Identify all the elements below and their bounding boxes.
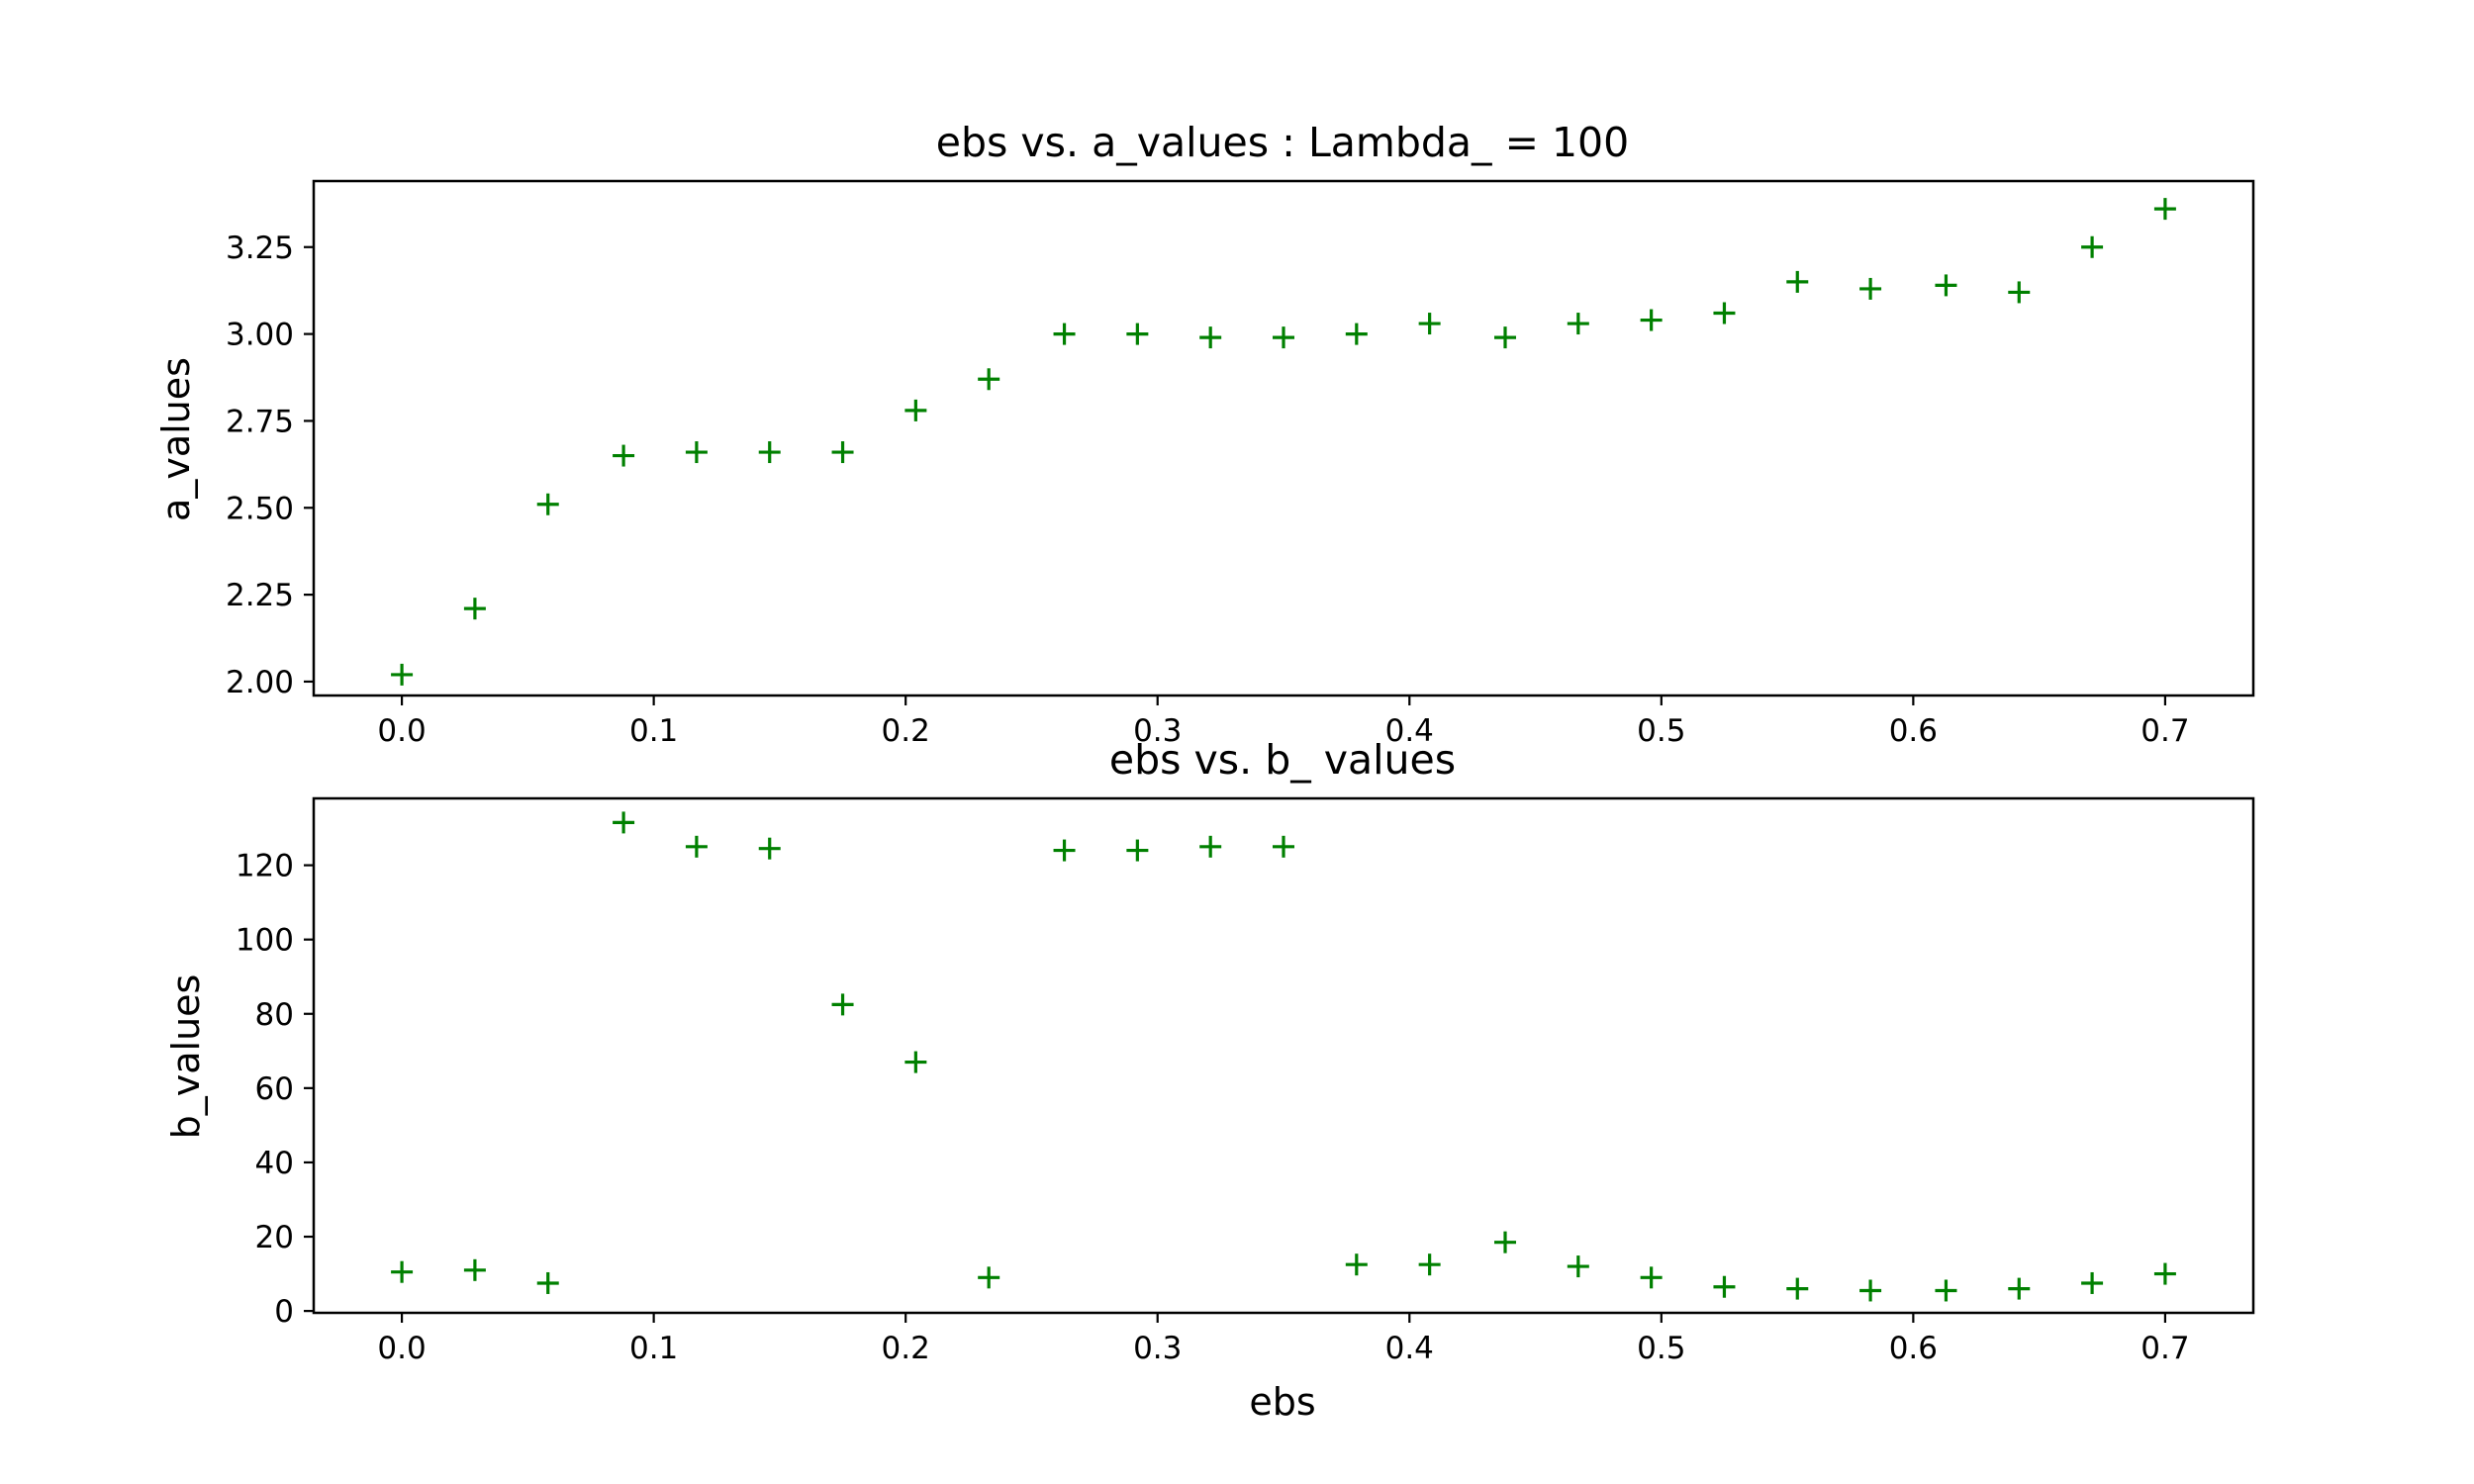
data-point: [391, 663, 414, 686]
data-point: [1567, 1255, 1589, 1278]
x-tick-label: 0.1: [629, 713, 678, 749]
y-tick-label: 40: [255, 1146, 294, 1181]
x-tick-label: 0.3: [1133, 1331, 1182, 1366]
data-point: [758, 441, 781, 464]
data-point: [1494, 1231, 1516, 1253]
data-point: [2153, 198, 2176, 221]
data-point: [1713, 1275, 1736, 1298]
x-tick-label: 0.3: [1133, 713, 1182, 749]
data-point: [1494, 326, 1516, 349]
y-tick-label: 120: [236, 849, 294, 884]
data-point: [1053, 323, 1076, 345]
data-point: [1345, 1253, 1368, 1276]
x-tick-label: 0.1: [629, 1331, 678, 1366]
data-point: [1126, 839, 1149, 862]
data-point: [1713, 302, 1736, 325]
y-tick-label: 20: [255, 1220, 294, 1255]
data-point: [2081, 235, 2104, 258]
data-point: [1199, 835, 1222, 858]
data-point: [2008, 1277, 2031, 1300]
data-point: [1859, 277, 1882, 300]
data-point: [831, 993, 854, 1016]
chart-title: ebs vs. b_ values: [1109, 736, 1456, 784]
data-point: [1418, 313, 1441, 335]
y-axis-label: b_values: [164, 974, 208, 1140]
x-tick-label: 0.5: [1637, 1331, 1685, 1366]
data-point: [2008, 281, 2031, 304]
data-point: [1567, 313, 1589, 335]
subplot-b-values: ebs vs. b_ values b_values ebs 0.0 0.1 0.2…: [164, 736, 2255, 1424]
data-point: [463, 598, 486, 620]
data-point: [1199, 326, 1222, 349]
data-point: [391, 1260, 414, 1283]
data-point: [904, 399, 927, 421]
x-tick-label: 0.7: [2141, 713, 2189, 749]
data-point: [613, 811, 635, 834]
x-tick-label: 0.0: [377, 1331, 426, 1366]
x-axis-label: ebs: [1249, 1380, 1315, 1424]
y-axis-label: a_values: [154, 357, 198, 521]
x-tick-label: 0.4: [1385, 1331, 1434, 1366]
data-point: [1418, 1253, 1441, 1276]
plot-frame: [312, 796, 2255, 1315]
y-tick-label: 3.25: [226, 231, 294, 266]
data-point: [978, 368, 1000, 391]
data-point: [1859, 1279, 1882, 1302]
y-tick-label: 0: [274, 1294, 294, 1330]
x-tick-label: 0.5: [1637, 713, 1685, 749]
x-tick-label: 0.6: [1889, 713, 1938, 749]
x-tick-label: 0.2: [882, 713, 930, 749]
data-point: [463, 1258, 486, 1281]
data-point: [1640, 309, 1663, 331]
y-tick-label: 60: [255, 1071, 294, 1107]
data-point: [978, 1266, 1000, 1289]
data-point: [613, 444, 635, 467]
y-tick-label: 2.50: [226, 491, 294, 526]
data-point: [1935, 1279, 1957, 1302]
data-point: [1935, 274, 1957, 297]
data-point: [685, 441, 708, 464]
chart-title: ebs vs. a_values : Lambda_ = 100: [936, 119, 1629, 166]
data-point: [1786, 270, 1809, 293]
y-tick-label: 2.25: [226, 578, 294, 613]
data-point: [1786, 1277, 1809, 1300]
data-point: [685, 835, 708, 858]
x-tick-label: 0.0: [377, 713, 426, 749]
y-tick-label: 3.00: [226, 318, 294, 353]
y-tick-label: 80: [255, 997, 294, 1033]
data-point: [904, 1051, 927, 1073]
data-point: [1126, 323, 1149, 345]
data-point: [758, 837, 781, 860]
plot-frame: [312, 179, 2255, 697]
data-point: [1273, 326, 1294, 349]
x-tick-label: 0.6: [1889, 1331, 1938, 1366]
data-point: [536, 493, 559, 515]
data-point: [1640, 1266, 1663, 1289]
data-point: [1273, 835, 1294, 858]
data-point: [2153, 1262, 2176, 1285]
y-tick-label: 2.75: [226, 404, 294, 439]
x-tick-label: 0.2: [882, 1331, 930, 1366]
x-tick-label: 0.7: [2141, 1331, 2189, 1366]
data-point: [1345, 323, 1368, 345]
data-point: [2081, 1271, 2104, 1294]
subplot-a-values: ebs vs. a_values : Lambda_ = 100 a_value…: [154, 119, 2255, 749]
y-tick-label: 2.00: [226, 665, 294, 700]
x-tick-label: 0.4: [1385, 713, 1434, 749]
y-tick-label: 100: [236, 923, 294, 959]
data-point: [831, 441, 854, 464]
data-point: [1053, 839, 1076, 862]
data-point: [536, 1271, 559, 1294]
